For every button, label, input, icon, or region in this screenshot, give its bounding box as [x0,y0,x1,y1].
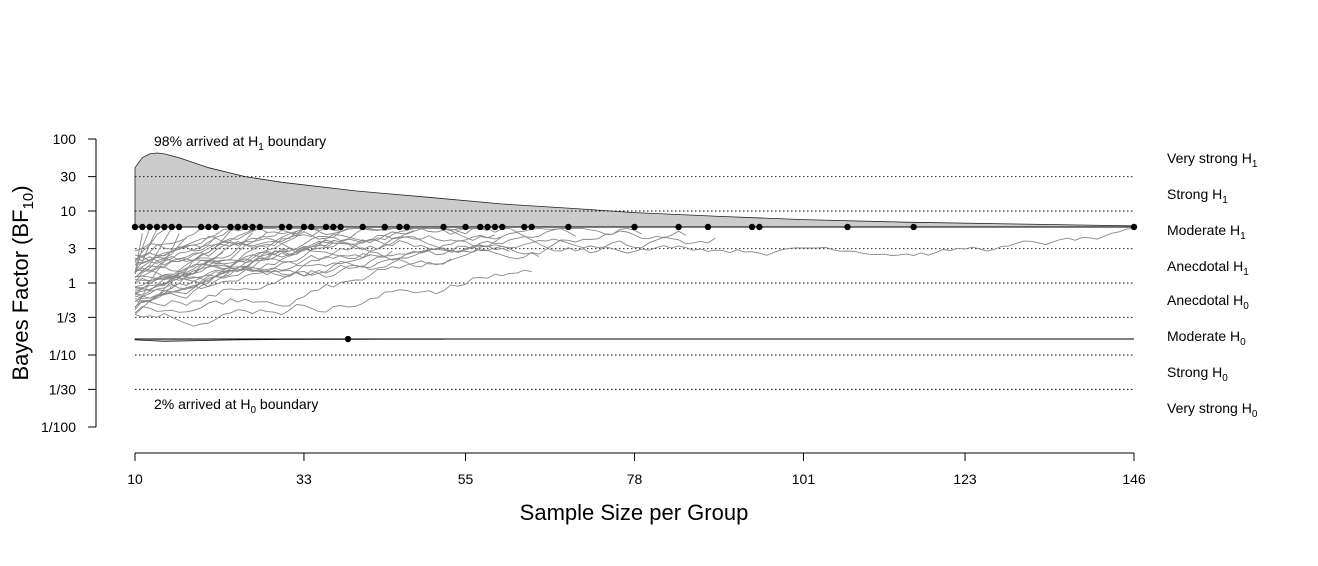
boundary-hit-points [131,223,1138,343]
upper-boundary-hit [440,223,447,231]
bf-trajectory [134,269,532,327]
upper-boundary-hit [278,223,286,231]
upper-boundary-hit [234,223,242,231]
y-tick-label: 1/30 [49,381,76,397]
bf-trajectories [134,227,1135,327]
lower-boundary-hit [344,335,352,343]
upper-boundary-hit [704,223,712,231]
x-axis-title: Sample Size per Group [520,500,749,525]
upper-boundary-hit [197,223,205,231]
upper-boundary-hit [205,223,212,231]
upper-boundary-hit [212,223,220,231]
upper-boundary-hit [528,223,535,231]
annotation-lower: 2% arrived at H0 boundary [154,396,318,416]
upper-boundary-hit [631,223,638,231]
upper-boundary-hit [491,223,499,231]
evidence-category-label: Strong H1 [1167,186,1228,206]
upper-boundary-hit [403,223,410,231]
x-tick-label: 123 [953,471,977,487]
upper-boundary-hit [300,223,308,231]
bf-trajectory [134,227,643,303]
bf-trajectory [134,236,540,279]
bf-trajectory [134,229,165,263]
upper-boundary-hit [484,223,491,231]
upper-boundary-hit [249,223,256,231]
upper-boundary-hit [330,223,337,231]
evidence-category-label: Anecdotal H0 [1167,292,1249,312]
upper-boundary-hit [161,223,168,231]
x-tick-label: 33 [296,471,312,487]
bf-trajectory [134,230,687,262]
upper-boundary-hit [146,223,153,231]
upper-boundary-hit [175,223,183,231]
upper-boundary-hit [462,223,469,231]
axes: 100 30 10 3 1 1/3 1/10 1/30 1/100 10 33 55 78 101 123 1… [41,131,1146,487]
upper-boundary-hit [153,223,161,231]
x-tick-label: 78 [627,471,643,487]
evidence-category-label: Anecdotal H1 [1167,258,1249,278]
x-tick-label: 10 [127,471,143,487]
labels: Sample Size per Group Bayes Factor(BF10)… [8,133,1258,525]
upper-boundary-hit [844,223,851,231]
upper-boundary-hit [499,223,506,231]
bf-trajectory [134,227,312,294]
upper-boundary-hit [286,223,293,231]
bf-trajectory [134,237,187,260]
bf-trajectory [134,228,158,273]
evidence-category-label: Strong H0 [1167,364,1228,384]
upper-boundary-hit [381,223,388,231]
evidence-category-label: Moderate H0 [1167,328,1246,348]
upper-boundary-hit [396,223,403,231]
y-tick-label: 100 [53,131,77,147]
upper-boundary-hit [256,223,264,231]
bf-trajectory [134,227,261,252]
bf-trajectory [134,227,1135,282]
bf-trajectory [134,258,452,314]
bf-trajectory [134,250,290,296]
y-tick-label: 1/3 [57,309,77,325]
y-tick-label: 10 [60,203,76,219]
upper-boundary-hit [910,223,917,231]
y-tick-label: 30 [60,169,76,185]
upper-boundary-hit [756,223,763,231]
upper-boundary-hit [337,223,344,231]
y-tick-label: 1/100 [41,419,76,435]
upper-boundary-hit [308,223,315,231]
bf-trajectory [134,233,143,273]
bf-trajectory [134,227,473,303]
bf-trajectory [134,230,415,308]
bf-trajectory [134,232,716,277]
evidence-category-label: Moderate H1 [1167,222,1246,242]
y-tick-label: 1/10 [49,347,76,363]
upper-boundary-hit [675,223,682,231]
x-tick-label: 101 [792,471,816,487]
upper-boundary-hit [139,223,146,231]
evidence-category-label: Very strong H0 [1167,400,1258,420]
upper-boundary-hit [565,223,572,231]
y-tick-label: 3 [68,241,76,257]
upper-boundary-hit [521,223,528,231]
upper-boundary-hit [748,223,756,231]
upper-boundary-density [134,152,1135,228]
y-tick-label: 1 [68,275,76,291]
bf-trajectory [134,227,496,273]
upper-boundary-hit [241,223,249,231]
bf-trajectory [134,245,510,281]
upper-boundary-hit [359,223,366,231]
upper-boundary-hit [1130,223,1138,231]
upper-boundary-hit [131,223,139,231]
x-tick-label: 55 [458,471,474,487]
upper-boundary-hit [168,223,175,231]
annotation-upper: 98% arrived at H1 boundary [154,133,326,153]
y-axis-title: Bayes Factor(BF10) [8,185,37,380]
evidence-category-label: Very strong H1 [1167,150,1258,170]
upper-boundary-hit [477,223,484,231]
bf-trajectory [134,248,371,292]
upper-boundary-hit [227,223,234,231]
x-tick-label: 146 [1122,471,1146,487]
upper-boundary-hit [322,223,330,231]
